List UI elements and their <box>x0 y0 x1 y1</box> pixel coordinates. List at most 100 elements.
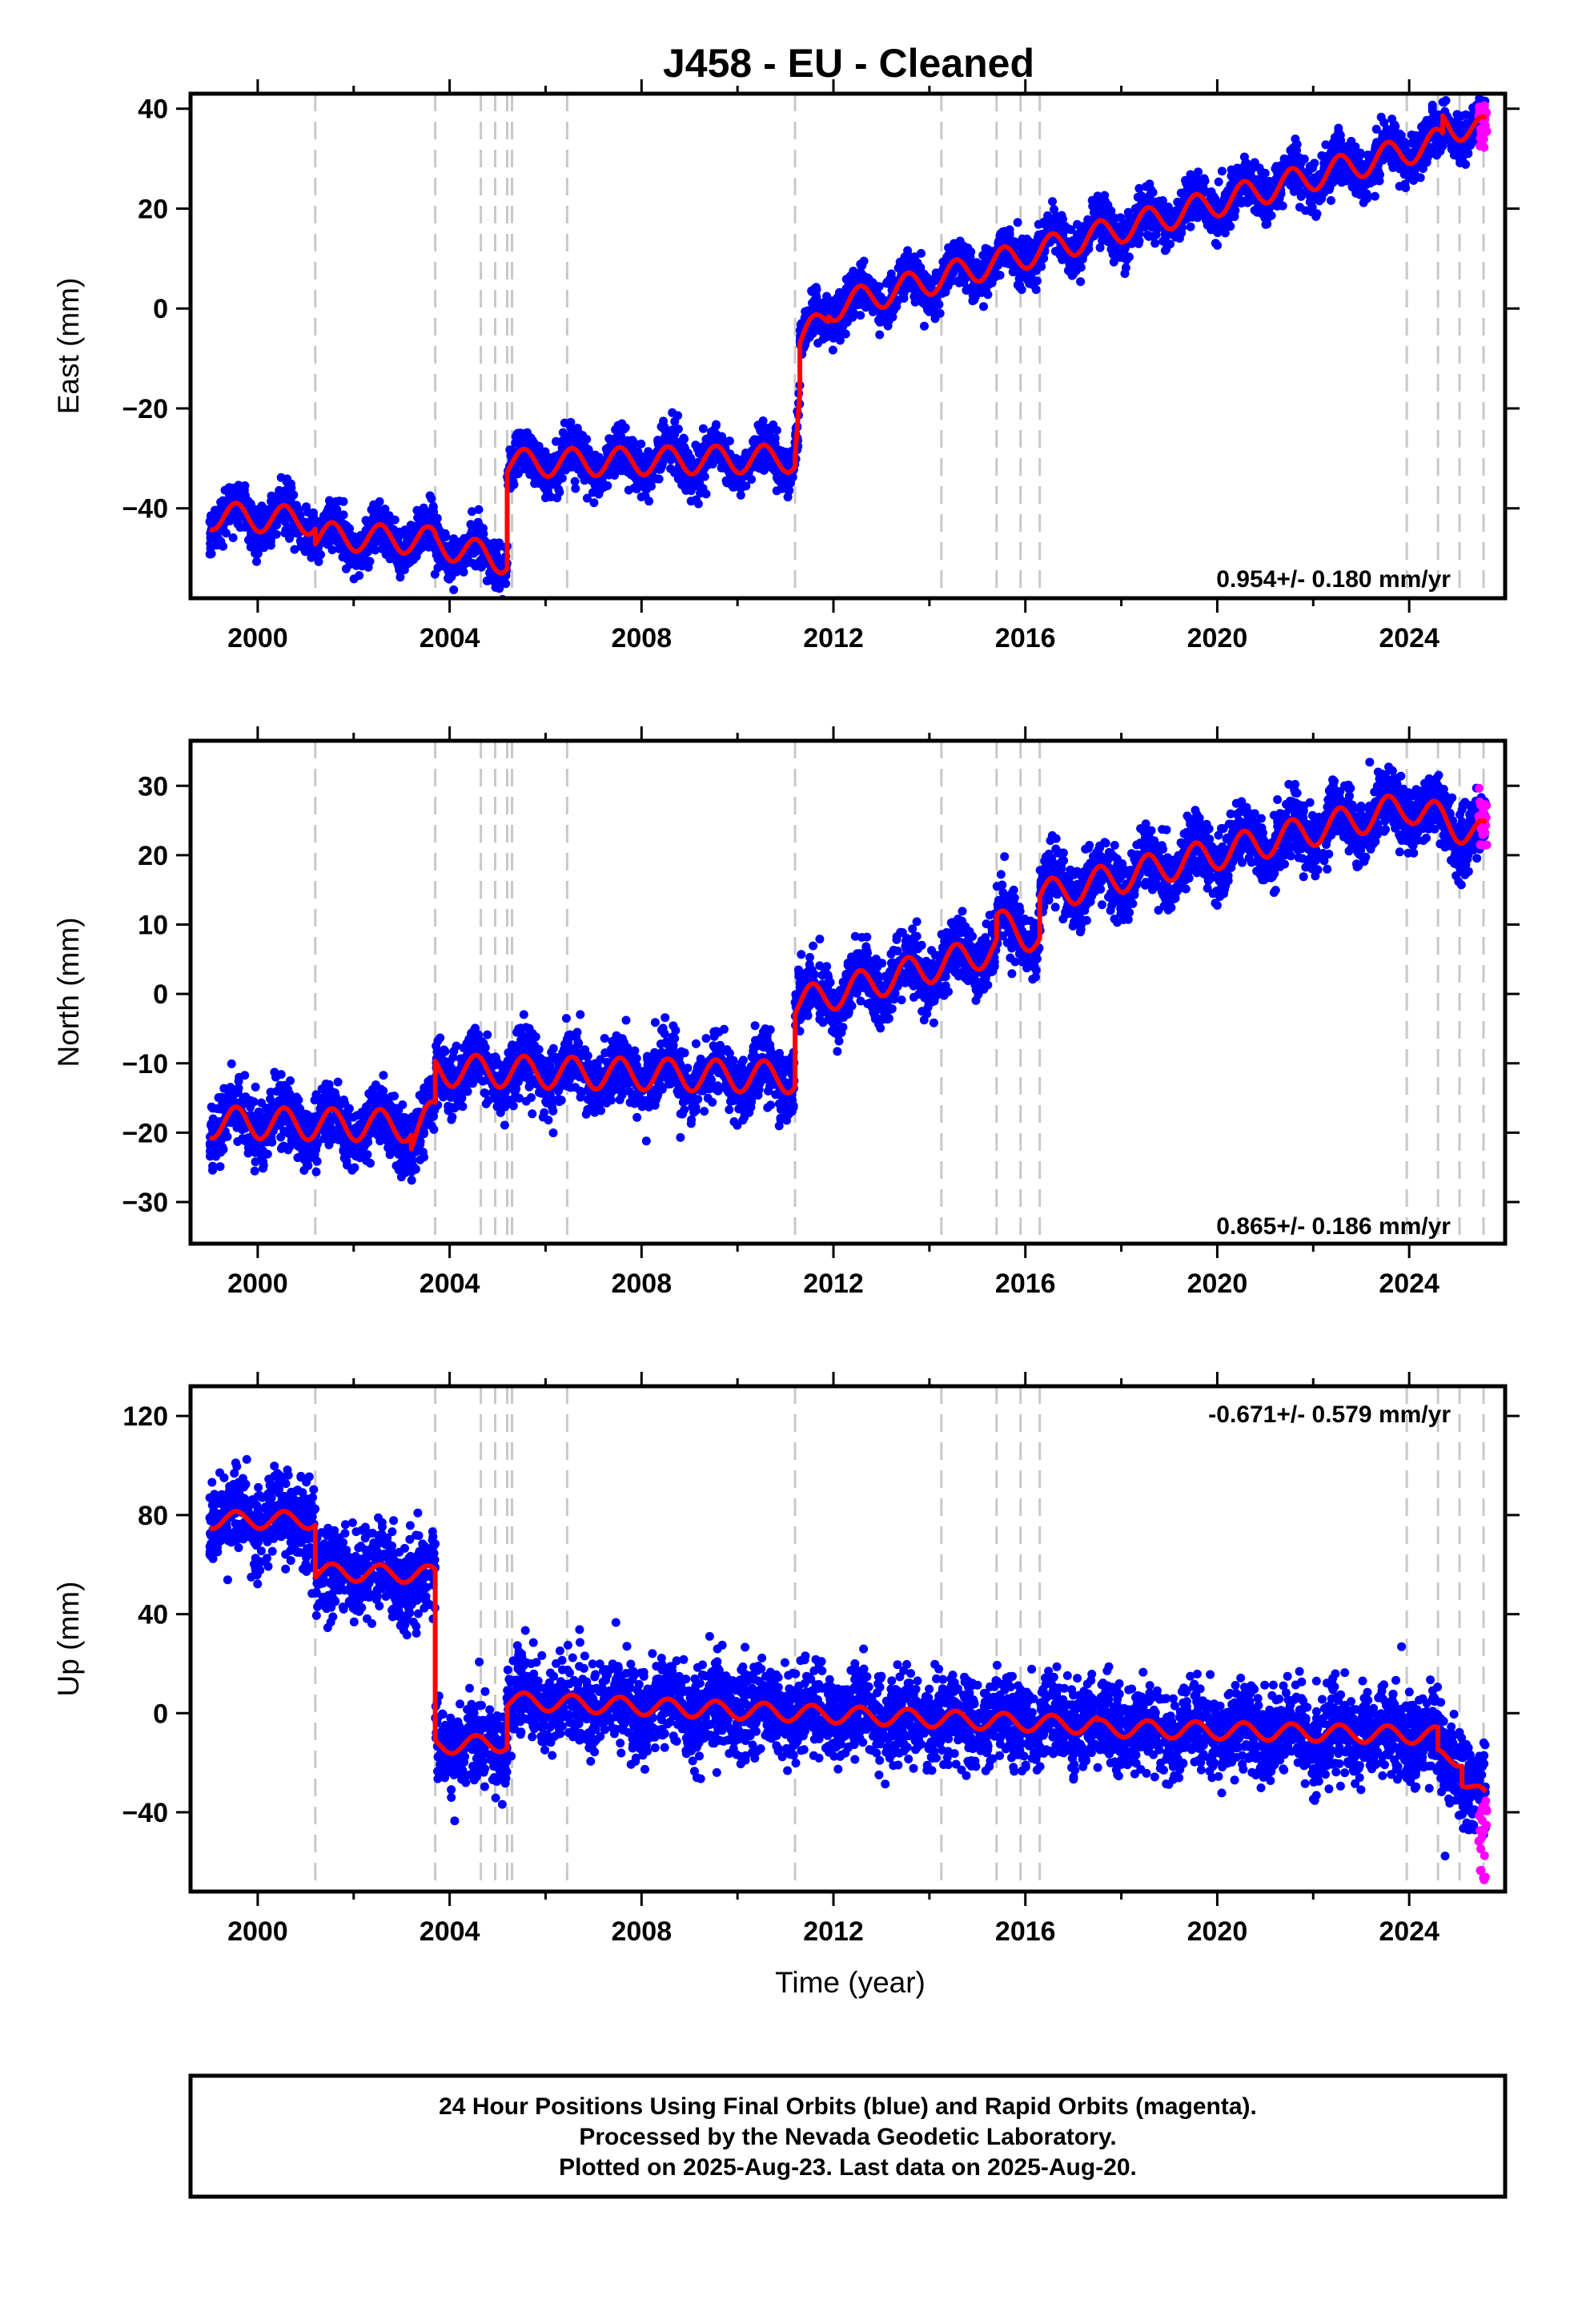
data-point <box>369 538 379 548</box>
data-point <box>711 421 721 431</box>
data-point <box>619 424 628 434</box>
data-point <box>398 562 408 572</box>
data-point <box>572 424 582 433</box>
data-point <box>335 497 344 506</box>
data-point <box>875 330 885 340</box>
data-point <box>492 576 502 585</box>
data-point <box>476 562 486 572</box>
data-point <box>285 533 294 543</box>
data-point <box>400 525 410 535</box>
data-point <box>828 345 837 355</box>
data-point <box>277 513 287 523</box>
data-point <box>1141 182 1150 191</box>
data-point <box>1186 170 1195 179</box>
data-point <box>731 453 741 463</box>
data-point <box>1357 190 1367 199</box>
data-point <box>1005 231 1014 241</box>
data-point <box>1050 205 1058 214</box>
data-point <box>231 509 240 518</box>
data-point <box>1317 151 1327 160</box>
data-point <box>377 544 387 553</box>
panel-east: 2000 2004 2008 2012 2016 2020 2024−40−2002040E… <box>52 79 1520 653</box>
data-point <box>287 483 296 493</box>
data-point <box>468 559 478 568</box>
data-point <box>536 452 545 461</box>
data-point <box>807 286 817 296</box>
data-point <box>1048 197 1057 207</box>
data-point <box>509 480 519 489</box>
data-point <box>966 247 976 256</box>
data-point <box>295 537 305 546</box>
data-point <box>1194 167 1203 177</box>
data-point <box>320 537 330 547</box>
data-point <box>323 530 333 540</box>
data-point <box>610 468 620 477</box>
data-point <box>632 479 642 489</box>
data-point <box>505 445 515 455</box>
data-point <box>1013 218 1022 227</box>
data-point <box>755 422 764 432</box>
data-point <box>736 490 745 500</box>
data-point <box>528 436 537 445</box>
data-point <box>1370 191 1379 201</box>
data-point <box>211 511 220 521</box>
data-point <box>275 488 284 497</box>
data-point <box>376 536 386 545</box>
data-point <box>396 573 405 582</box>
data-point <box>700 472 709 481</box>
data-point <box>783 493 793 502</box>
data-point <box>1197 210 1207 219</box>
data-point <box>455 565 464 574</box>
data-point <box>206 539 215 549</box>
data-point <box>998 257 1007 267</box>
data-point <box>1217 167 1227 176</box>
data-point <box>1291 135 1300 143</box>
data-point <box>485 568 494 577</box>
data-point <box>642 485 652 494</box>
data-point <box>1142 231 1152 239</box>
data-point <box>772 425 781 435</box>
data-point <box>686 497 696 506</box>
data-point <box>325 513 335 522</box>
data-point <box>413 513 423 522</box>
data-point <box>1387 115 1397 124</box>
data-point <box>424 538 433 548</box>
data-point <box>637 452 647 461</box>
data-point <box>646 477 656 487</box>
data-point <box>228 533 238 542</box>
data-point <box>1351 142 1360 151</box>
data-point <box>675 468 685 478</box>
data-point <box>930 312 940 321</box>
data-point <box>290 545 299 554</box>
data-point <box>1214 177 1223 187</box>
data-point <box>233 519 243 528</box>
data-point <box>904 263 913 272</box>
data-point <box>433 563 443 573</box>
data-point <box>352 553 362 563</box>
data-point <box>449 585 459 594</box>
data-point <box>1321 140 1331 150</box>
data-point <box>343 550 353 560</box>
data-point <box>419 503 428 513</box>
data-point <box>266 534 275 544</box>
data-point <box>1289 187 1299 196</box>
data-point <box>781 448 790 456</box>
data-point <box>1020 241 1030 251</box>
data-point <box>552 436 560 446</box>
data-point <box>713 431 722 440</box>
data-point <box>644 497 654 506</box>
data-point <box>1250 158 1259 167</box>
data-point <box>1133 192 1142 202</box>
data-point <box>1066 225 1076 235</box>
data-point <box>1432 145 1442 154</box>
data-point <box>1121 263 1130 272</box>
data-point <box>987 278 997 287</box>
data-point <box>516 437 525 447</box>
data-point <box>1388 151 1398 160</box>
data-point <box>1065 259 1074 268</box>
data-point <box>254 506 263 516</box>
data-point <box>253 549 263 558</box>
data-point <box>367 505 376 514</box>
data-point <box>375 497 384 506</box>
data-point <box>1395 182 1404 191</box>
